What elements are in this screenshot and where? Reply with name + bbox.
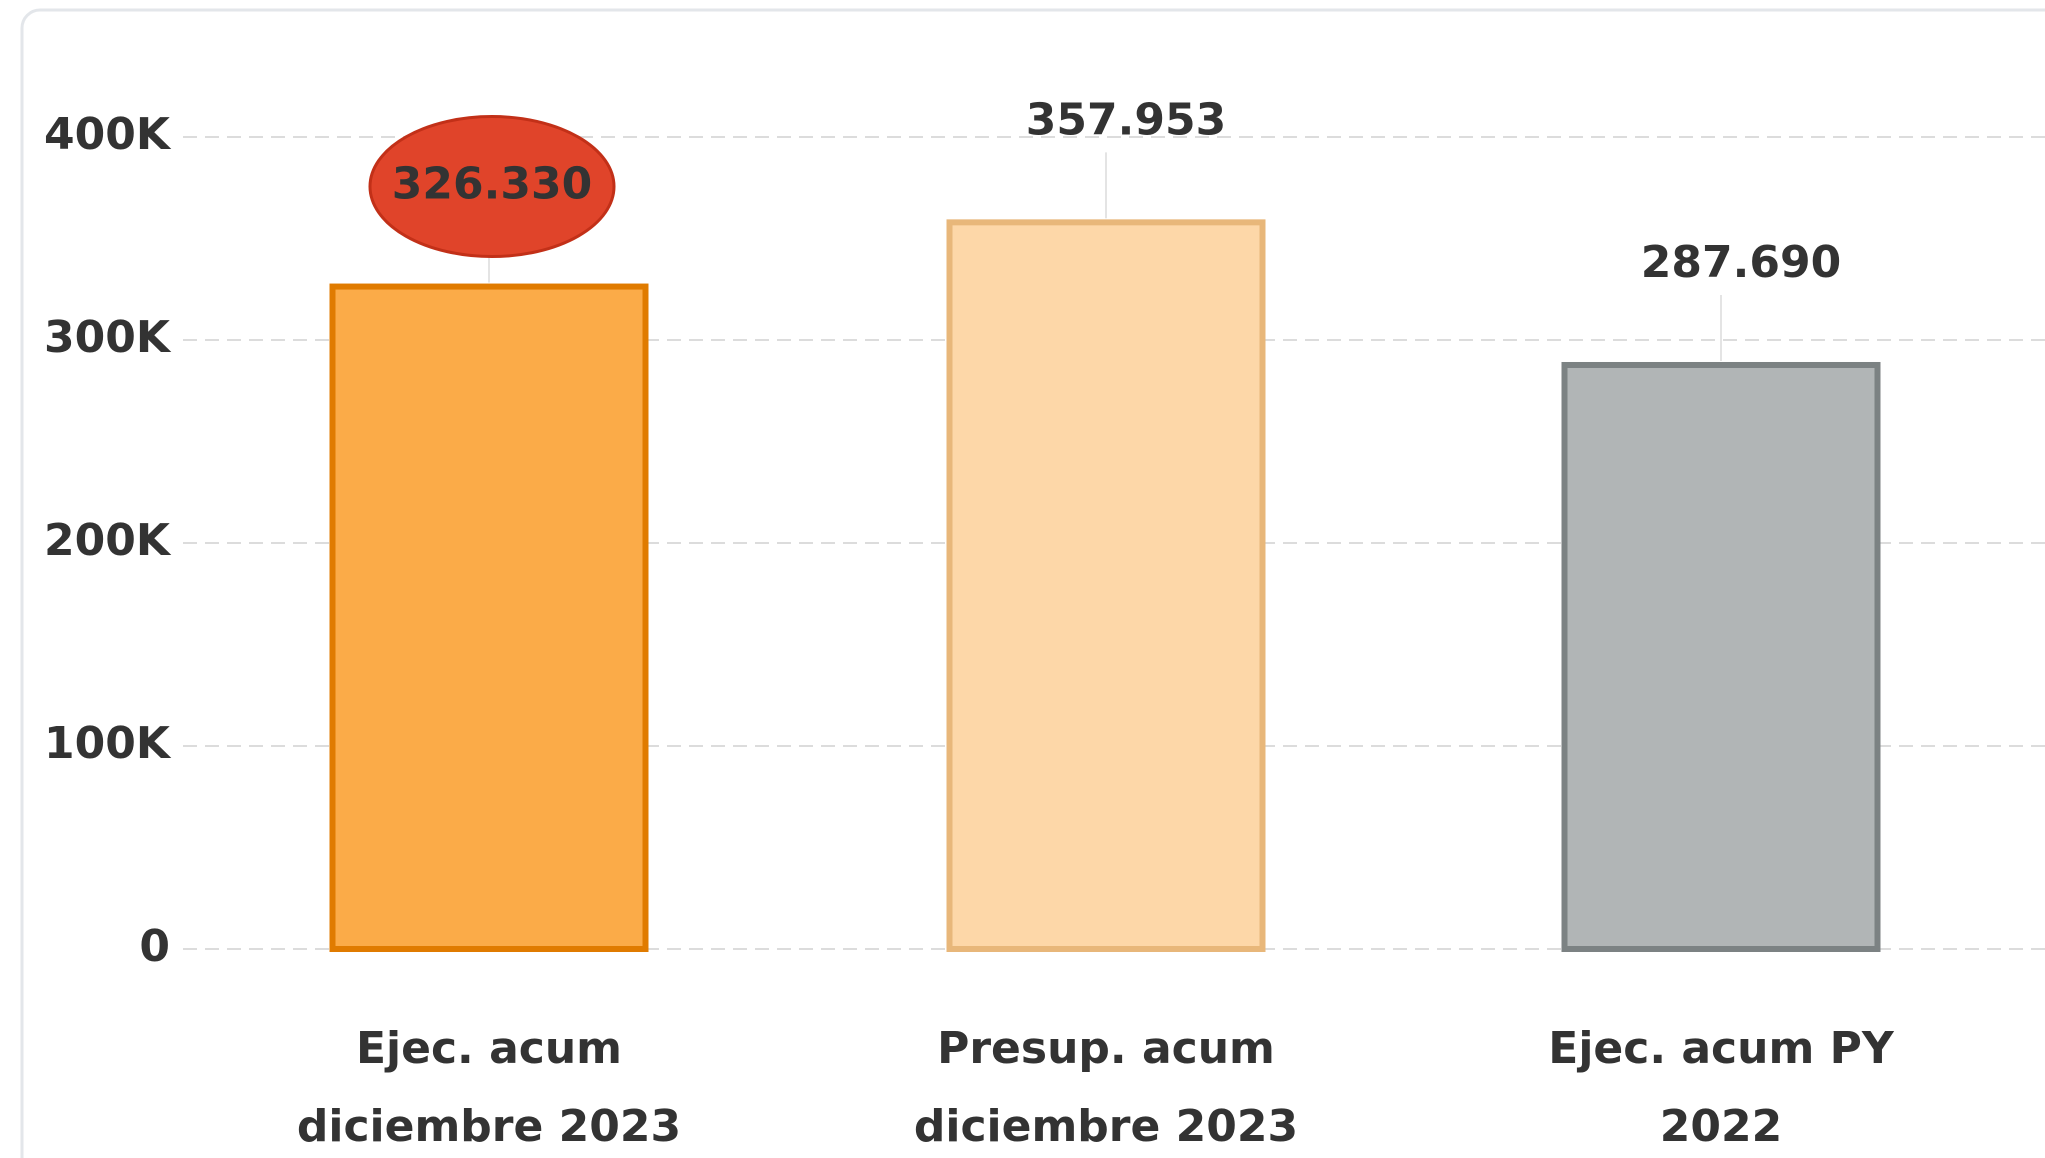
y-tick-label: 300K — [44, 312, 172, 363]
bar — [1561, 361, 1881, 952]
x-tick-label: Ejec. acum PY 2022 — [1548, 1023, 1894, 1152]
highlight — [368, 115, 616, 259]
bar — [329, 283, 649, 952]
y-tick-label: 400K — [44, 109, 172, 160]
y-tick-label: 0 — [139, 921, 170, 972]
x-tick-label: Ejec. acum diciembre 2023 — [296, 1023, 682, 1152]
data-label: 326.330 — [392, 159, 592, 210]
data-label: 357.953 — [1026, 94, 1226, 145]
data-label: 287.690 — [1641, 237, 1841, 288]
bar — [946, 219, 1266, 952]
x-tick-label: Presup. acum diciembre 2023 — [913, 1023, 1299, 1152]
y-tick-label: 200K — [44, 515, 172, 566]
y-tick-label: 100K — [44, 718, 172, 769]
